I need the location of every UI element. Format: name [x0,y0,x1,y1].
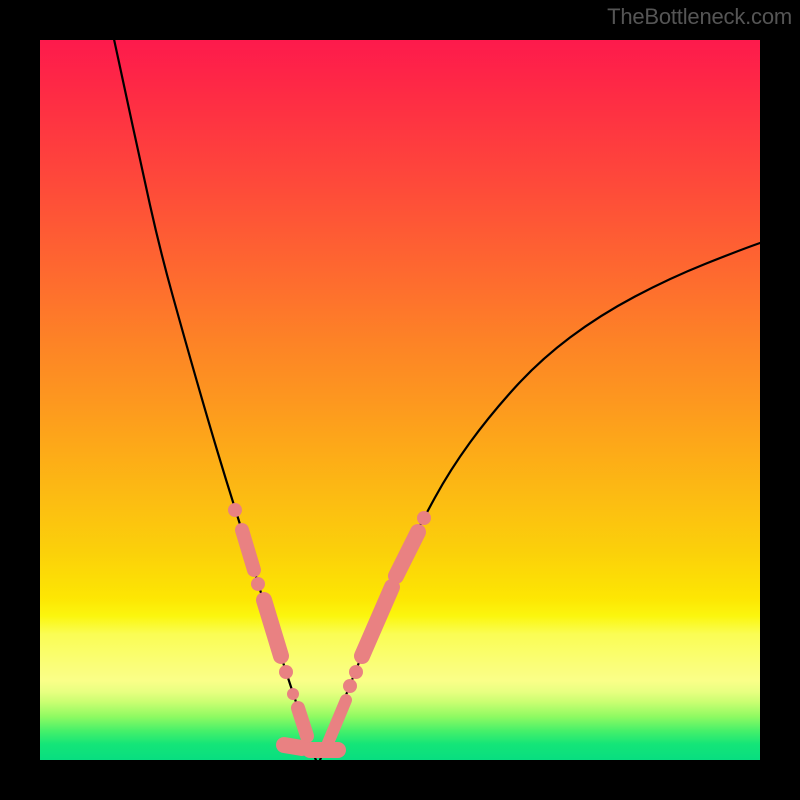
right-curve [318,236,760,760]
curve-group [112,40,760,760]
watermark-text: TheBottleneck.com [607,4,792,30]
marker-pill [298,708,307,736]
canvas: TheBottleneck.com [0,0,800,800]
marker-pill [328,700,346,743]
marker-pill [362,587,392,656]
plot-area [40,40,760,760]
markers-group [228,503,431,756]
marker-dot [343,679,357,693]
marker-dot [417,511,431,525]
chart-svg [40,40,760,760]
marker-pill [264,600,281,656]
marker-dot [228,503,242,517]
marker-pill [242,530,254,570]
marker-pill [396,532,418,576]
marker-dot [251,577,265,591]
marker-pill [284,745,302,748]
marker-dot [349,665,363,679]
marker-dot [287,688,299,700]
marker-dot [279,665,293,679]
